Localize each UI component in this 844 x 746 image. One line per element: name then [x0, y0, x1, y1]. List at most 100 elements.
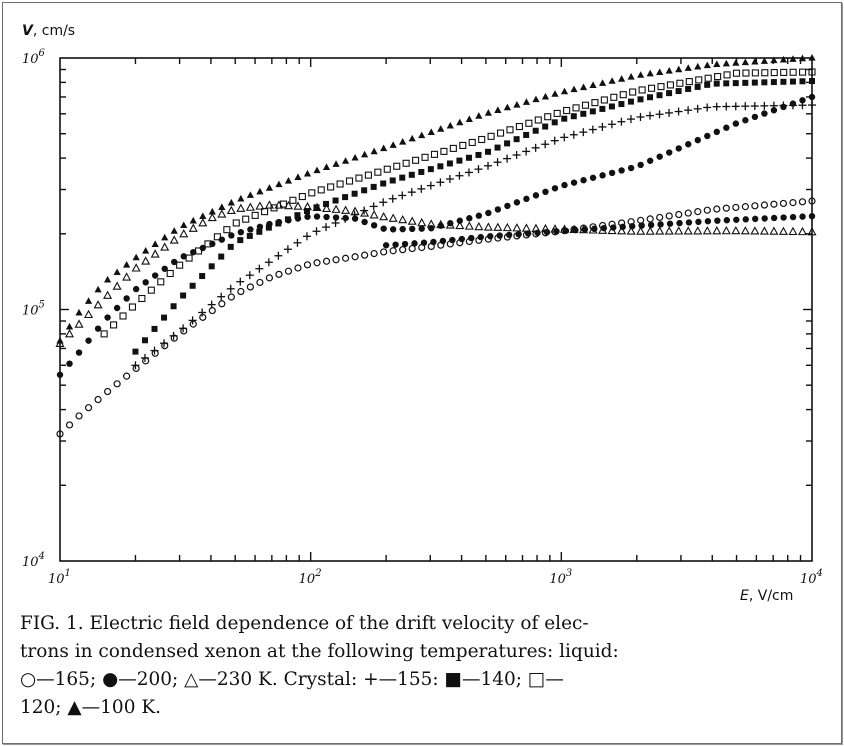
data-point	[713, 128, 721, 136]
data-point	[113, 380, 121, 388]
data-point	[666, 149, 673, 156]
data-point	[399, 174, 406, 181]
data-point	[417, 217, 427, 227]
data-point	[361, 218, 368, 226]
data-point	[544, 113, 552, 121]
data-point	[161, 265, 168, 272]
data-point	[496, 232, 503, 239]
data-point	[684, 209, 692, 217]
data-point	[683, 226, 693, 235]
data-point	[770, 214, 778, 222]
x-tick-label: 101	[48, 568, 71, 587]
data-point	[208, 207, 216, 215]
data-point	[142, 357, 150, 365]
y-axis-variable: V	[22, 23, 34, 39]
data-point	[389, 177, 396, 184]
data-point	[570, 179, 578, 186]
drift-velocity-chart: 101 102 103 104 104 105 106 V, cm/s E, V/cm	[22, 23, 823, 604]
data-point	[797, 226, 808, 236]
data-point	[56, 371, 64, 378]
data-point	[807, 227, 817, 236]
data-point	[456, 118, 464, 126]
data-point	[515, 122, 523, 131]
data-point	[579, 83, 588, 91]
data-point	[704, 218, 712, 225]
data-point	[261, 208, 269, 216]
data-point	[563, 106, 571, 115]
data-point	[788, 226, 798, 236]
data-point	[646, 215, 654, 223]
data-point	[284, 267, 293, 275]
data-point	[171, 258, 178, 266]
data-point	[770, 79, 777, 86]
data-point	[477, 233, 484, 241]
data-point	[484, 109, 492, 116]
data-point	[412, 156, 420, 164]
data-point	[551, 90, 559, 97]
data-point	[293, 201, 303, 210]
data-point	[475, 212, 483, 219]
data-point	[779, 199, 788, 208]
data-point	[589, 108, 596, 115]
data-point	[703, 61, 711, 69]
data-point	[112, 281, 122, 290]
data-point	[351, 153, 359, 161]
data-point	[218, 236, 226, 243]
figure-caption: FIG. 1. Electric field dependence of the…	[20, 610, 820, 722]
data-point	[798, 198, 807, 206]
data-point	[449, 144, 457, 152]
caption-line-3: ○—165; ●—200; △—230 K. Crystal: +—155: ■…	[20, 669, 564, 690]
data-point	[478, 135, 486, 144]
data-point	[103, 290, 113, 299]
data-point	[742, 79, 749, 86]
data-point	[534, 229, 541, 237]
data-point	[209, 240, 216, 248]
data-point	[437, 125, 445, 132]
data-point	[383, 165, 391, 173]
data-point	[808, 54, 816, 61]
data-point	[185, 254, 193, 262]
data-point	[637, 71, 645, 78]
data-point	[808, 68, 816, 76]
data-point	[199, 273, 206, 280]
data-point	[789, 78, 796, 85]
data-point	[94, 285, 102, 293]
data-point	[303, 261, 312, 269]
data-point	[770, 200, 778, 208]
data-point	[361, 150, 369, 158]
data-point	[84, 309, 94, 319]
data-point	[742, 117, 749, 124]
data-point	[664, 226, 674, 235]
data-point	[303, 169, 312, 177]
data-point	[779, 55, 788, 63]
data-point	[322, 203, 332, 212]
data-point	[104, 314, 111, 321]
data-point	[723, 80, 730, 87]
data-point	[656, 153, 663, 160]
data-point	[208, 306, 216, 315]
data-point	[581, 226, 589, 233]
data-point	[294, 264, 302, 272]
data-point	[608, 169, 616, 177]
data-point	[780, 68, 788, 76]
data-points	[55, 54, 817, 438]
data-point	[161, 342, 169, 350]
data-point	[733, 216, 740, 223]
data-point	[189, 282, 196, 289]
data-point	[317, 186, 325, 194]
data-point	[218, 300, 226, 308]
data-point	[132, 253, 140, 261]
data-point	[485, 209, 492, 217]
data-point	[308, 189, 316, 197]
data-point	[218, 253, 225, 260]
data-point	[494, 206, 502, 213]
data-point	[213, 233, 221, 241]
data-point	[84, 404, 93, 412]
data-point	[732, 120, 740, 127]
data-point	[617, 226, 627, 235]
data-point	[713, 80, 720, 87]
data-point	[138, 294, 146, 303]
data-point	[399, 225, 406, 233]
data-point	[237, 287, 245, 296]
data-point	[382, 242, 390, 249]
